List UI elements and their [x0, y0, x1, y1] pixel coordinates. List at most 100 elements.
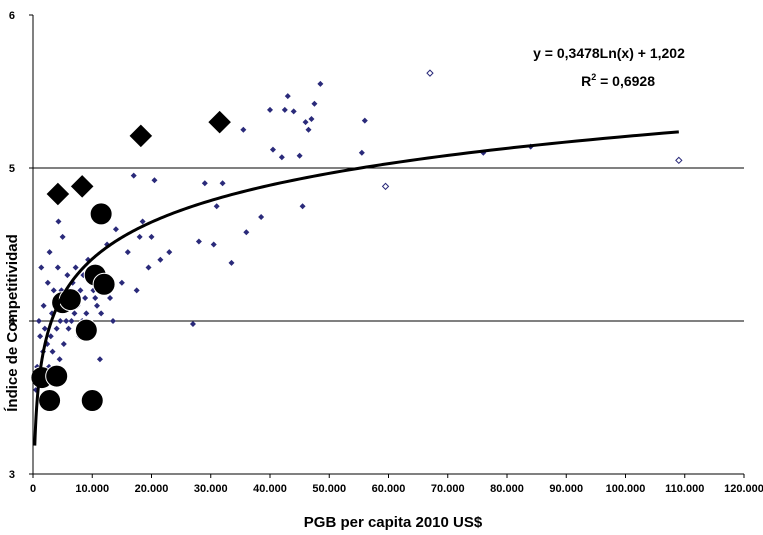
data-point: [299, 203, 306, 210]
data-point: [267, 106, 273, 113]
data-point: [53, 325, 60, 332]
x-tick-label: 90.000: [549, 483, 583, 495]
data-point: [77, 287, 84, 294]
x-tick-label: 110.000: [665, 483, 704, 495]
data-point: [157, 256, 164, 263]
data-point: [210, 241, 217, 248]
data-point: [308, 116, 315, 123]
data-point: [35, 318, 42, 324]
data-point: [57, 318, 64, 324]
data-point-large-diamond: [69, 173, 95, 200]
data-point: [213, 203, 220, 210]
data-point: [148, 233, 155, 240]
x-tick-label: 0: [30, 483, 36, 495]
trendline: [33, 130, 679, 446]
tick-labels: 0 10.000 20.000 30.000 40.000 50.000 60.000 70.…: [9, 10, 763, 495]
data-point: [59, 233, 66, 240]
data-point: [243, 229, 250, 236]
data-point: [112, 226, 119, 233]
data-point: [166, 249, 173, 256]
data-points: [30, 69, 683, 413]
data-point: [296, 152, 303, 159]
data-point-large-circle: [45, 364, 69, 388]
data-point: [189, 321, 196, 328]
data-point: [96, 356, 103, 363]
data-point: [68, 318, 75, 324]
data-point: [145, 264, 152, 271]
r-squared-superscript: 2: [591, 72, 596, 82]
data-point: [47, 333, 54, 340]
data-point: [60, 340, 67, 347]
data-point: [118, 279, 125, 286]
data-point: [92, 295, 99, 302]
data-point: [93, 302, 100, 309]
data-point-large-diamond: [128, 123, 154, 149]
data-point-large-circle: [74, 318, 98, 342]
x-tick-label: 120.000: [724, 483, 763, 495]
x-tick-label: 40.000: [253, 483, 287, 495]
x-tick-label: 20.000: [135, 483, 169, 495]
r-squared-value: = 0,6928: [596, 73, 655, 89]
data-point: [63, 318, 70, 324]
data-point-large-circle: [92, 272, 116, 296]
data-point: [44, 279, 51, 286]
data-point: [290, 108, 297, 115]
data-point: [107, 295, 114, 302]
data-point: [41, 325, 48, 332]
data-point-large-diamond: [45, 181, 71, 207]
data-point: [65, 325, 72, 332]
data-point: [38, 264, 45, 271]
data-point: [49, 348, 56, 355]
data-point: [302, 119, 309, 126]
data-point-large-circle: [89, 202, 113, 226]
data-point: [358, 149, 365, 156]
x-tick-label: 60.000: [372, 483, 406, 495]
data-point-open: [426, 69, 434, 77]
trendline-equation: y = 0,3478Ln(x) + 1,202: [533, 45, 685, 61]
data-point: [139, 218, 146, 225]
data-point: [151, 177, 158, 184]
y-tick-label: 5: [9, 163, 15, 175]
data-point: [228, 259, 235, 266]
data-point: [305, 126, 312, 133]
x-tick-label: 100.000: [606, 483, 646, 495]
data-point-open: [381, 182, 390, 191]
axes: [29, 14, 745, 478]
data-point: [98, 310, 105, 317]
data-point: [109, 318, 116, 324]
data-point: [195, 238, 202, 245]
data-point: [71, 310, 78, 317]
r-squared-label: R2 = 0,6928: [581, 72, 655, 89]
data-point: [124, 249, 131, 256]
data-point: [281, 106, 288, 113]
data-point: [82, 295, 89, 302]
data-point-large-circle: [38, 389, 62, 413]
data-point: [361, 117, 368, 124]
data-point: [56, 356, 63, 363]
data-point-large-circle: [80, 389, 104, 413]
data-point: [72, 264, 79, 271]
y-tick-label: 6: [9, 10, 15, 22]
x-tick-label: 50.000: [312, 483, 346, 495]
data-point: [130, 172, 137, 179]
data-point: [64, 272, 71, 279]
trendline-group: [33, 130, 679, 446]
data-point: [40, 302, 47, 309]
x-axis-title: PGB per capita 2010 US$: [304, 514, 483, 531]
data-point: [37, 333, 44, 340]
data-point: [317, 80, 324, 87]
data-point: [240, 126, 247, 133]
data-point: [50, 287, 57, 294]
x-tick-label: 30.000: [194, 483, 228, 495]
x-tick-label: 70.000: [431, 483, 465, 495]
data-point: [133, 287, 140, 294]
data-point: [83, 310, 90, 317]
data-point: [219, 180, 226, 187]
data-point: [54, 264, 61, 271]
data-point: [46, 249, 53, 256]
gridlines: [33, 167, 744, 322]
y-tick-label: 3: [9, 469, 15, 481]
data-point-large-diamond: [206, 109, 233, 135]
x-tick-label: 10.000: [75, 483, 109, 495]
